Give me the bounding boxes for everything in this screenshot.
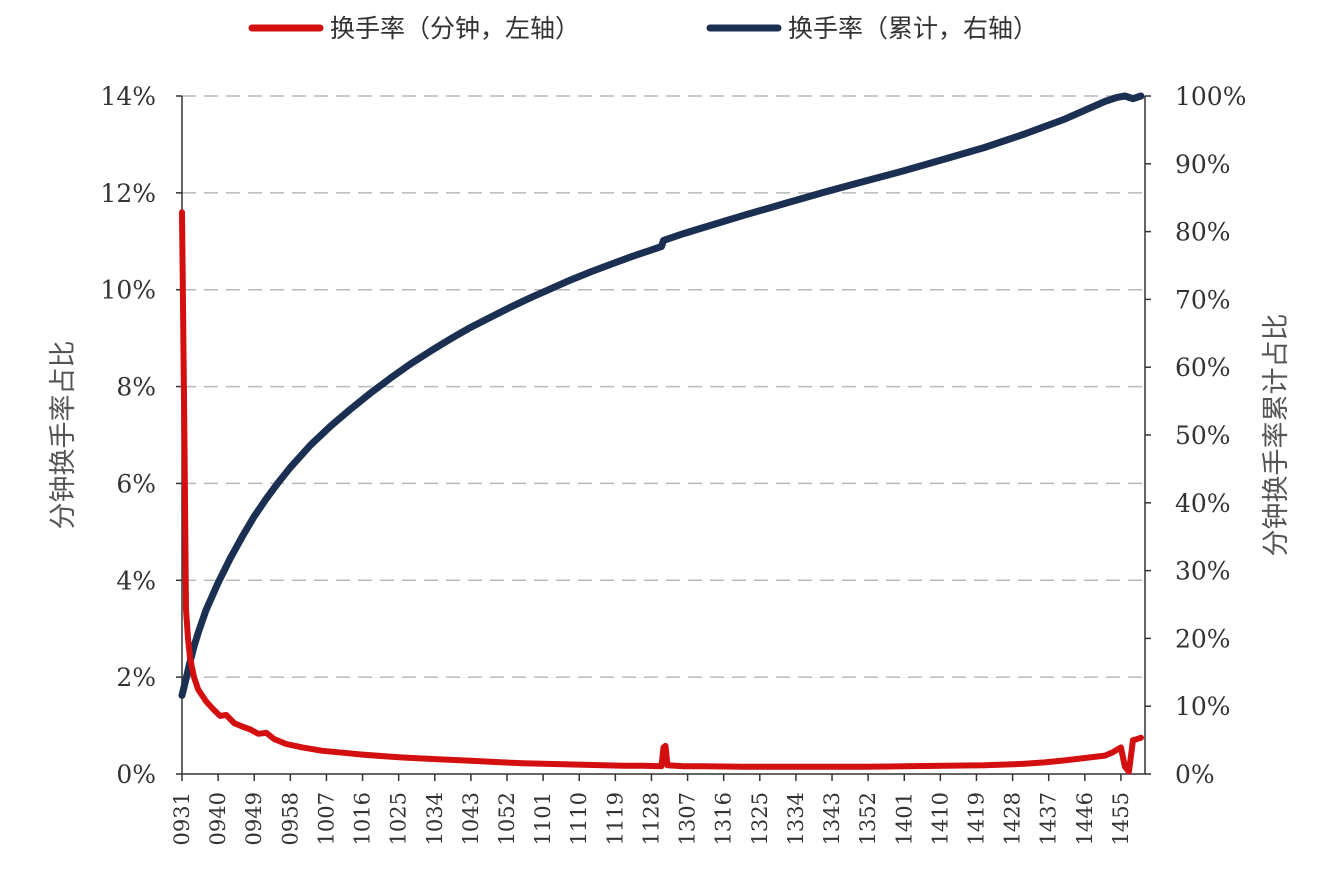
axes	[181, 96, 1146, 775]
right-tick-label: 90%	[1175, 150, 1231, 179]
gridlines	[182, 95, 1145, 678]
right-tick-label: 0%	[1175, 760, 1215, 789]
x-tick-label: 1437	[1037, 792, 1061, 845]
right-axis-title: 分钟换手率累计占比	[1261, 314, 1292, 557]
right-tick-label: 40%	[1175, 489, 1231, 518]
legend-label-minute: 换手率（分钟，左轴）	[330, 14, 580, 43]
left-tick-label: 12%	[100, 179, 156, 208]
left-tick-label: 10%	[100, 276, 156, 305]
x-tick-label: 1128	[639, 792, 663, 845]
right-tick-label: 100%	[1175, 82, 1246, 111]
series-lines	[178, 92, 1145, 775]
x-tick-label: 1446	[1073, 792, 1097, 845]
x-tick-label: 0940	[206, 792, 230, 845]
right-tick-label: 20%	[1175, 624, 1231, 653]
x-tick-label: 1307	[676, 792, 700, 845]
x-axis-ticks: 0931 0940 0949 0958 1007 1016 1025 1034 1043 1052…	[170, 774, 1133, 845]
x-tick-label: 1455	[1109, 792, 1133, 845]
x-tick-label: 1419	[964, 792, 988, 845]
x-tick-label: 0958	[278, 792, 302, 845]
x-tick-label: 1325	[748, 792, 772, 845]
left-tick-label: 0%	[116, 760, 156, 789]
x-tick-label: 1101	[531, 792, 555, 845]
left-tick-label: 2%	[116, 663, 156, 692]
x-tick-label: 1034	[423, 792, 447, 845]
right-tick-label: 10%	[1175, 692, 1231, 721]
legend-label-cumulative: 换手率（累计，右轴）	[788, 14, 1038, 43]
x-tick-label: 1410	[928, 792, 952, 845]
x-tick-label: 1343	[820, 792, 844, 845]
x-tick-label: 1401	[892, 792, 916, 845]
left-axis-title: 分钟换手率占比	[48, 341, 79, 530]
right-tick-label: 60%	[1175, 353, 1231, 382]
minute-turnover-line	[179, 209, 1144, 775]
cumulative-turnover-line	[178, 92, 1145, 699]
legend: 换手率（分钟，左轴） 换手率（累计，右轴）	[248, 14, 1038, 43]
right-tick-label: 50%	[1175, 421, 1231, 450]
x-tick-label: 1025	[387, 792, 411, 845]
x-tick-label: 1352	[856, 792, 880, 845]
x-tick-label: 1043	[459, 792, 483, 845]
x-tick-label: 0931	[170, 792, 194, 845]
left-tick-label: 6%	[116, 469, 156, 498]
left-tick-label: 8%	[116, 373, 156, 402]
x-tick-label: 0949	[242, 792, 266, 845]
right-tick-label: 70%	[1175, 285, 1231, 314]
x-tick-label: 1052	[495, 792, 519, 845]
right-tick-label: 30%	[1175, 557, 1231, 586]
x-tick-label: 1119	[603, 792, 627, 845]
x-tick-label: 1016	[351, 792, 375, 845]
x-tick-label: 1334	[784, 792, 808, 845]
x-tick-label: 1428	[1001, 792, 1025, 845]
left-tick-label: 4%	[116, 566, 156, 595]
left-axis-ticks: 0% 2% 4% 6% 8% 10% 12% 14%	[100, 82, 182, 789]
right-tick-label: 80%	[1175, 218, 1231, 247]
x-tick-label: 1316	[712, 792, 736, 845]
x-tick-label: 1007	[314, 792, 338, 845]
right-axis-ticks: 0% 10% 20% 30% 40% 50% 60% 70% 80% 90% 100%	[1145, 82, 1246, 789]
x-tick-label: 1110	[567, 792, 591, 845]
left-tick-label: 14%	[100, 82, 156, 111]
